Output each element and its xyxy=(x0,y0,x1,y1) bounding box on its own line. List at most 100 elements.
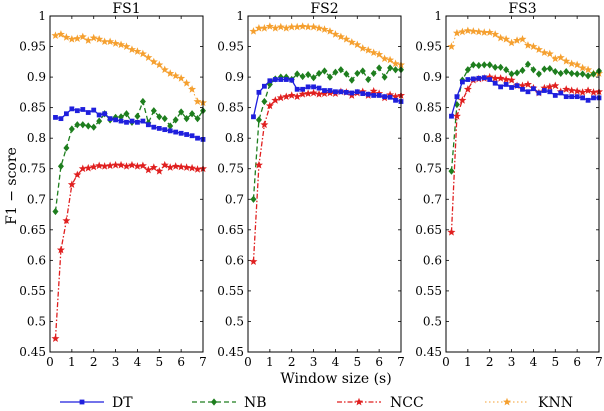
data-point-ncc xyxy=(463,85,472,93)
data-point-nb xyxy=(475,61,482,70)
data-point-dt xyxy=(459,79,465,85)
data-point-nb xyxy=(376,64,383,72)
y-tick-label: 0.55 xyxy=(217,284,244,298)
data-point-ncc xyxy=(496,74,505,82)
data-point-dt xyxy=(272,77,278,82)
data-point-knn xyxy=(62,33,71,41)
data-point-knn xyxy=(336,32,345,41)
legend-entry-nb: NB xyxy=(192,395,267,411)
data-point-ncc xyxy=(502,75,511,83)
data-point-knn xyxy=(320,25,329,33)
data-point-dt xyxy=(585,97,591,103)
data-point-nb xyxy=(139,97,146,106)
data-point-knn xyxy=(254,24,263,32)
data-point-knn xyxy=(469,27,478,35)
chart-panel-fs1: FS1 0.45 0.5 0.55 0.6 0.65 0.7 0.75 0.8 0.85 0.9 0.… xyxy=(19,1,207,369)
x-axis-title: Window size (s) xyxy=(280,371,391,387)
data-point-dt xyxy=(91,107,97,113)
data-point-knn xyxy=(182,79,191,87)
data-point-dt xyxy=(514,83,520,89)
data-point-dt xyxy=(509,85,514,90)
data-point-dt xyxy=(449,113,454,119)
data-point-nb xyxy=(250,195,257,203)
x-tick-label: 7 xyxy=(595,355,603,369)
data-point-dt xyxy=(118,118,124,124)
data-point-ncc xyxy=(386,90,395,99)
data-point-dt xyxy=(365,91,371,97)
data-point-dt xyxy=(371,93,377,98)
data-point-knn xyxy=(282,24,291,32)
data-point-dt xyxy=(189,133,195,139)
data-point-knn xyxy=(551,54,560,63)
plot-frame xyxy=(247,15,402,353)
data-point-dt xyxy=(145,122,151,128)
y-tick-label: 0.6 xyxy=(27,253,46,267)
data-point-ncc xyxy=(160,160,169,169)
data-point-ncc xyxy=(260,120,269,129)
data-point-dt xyxy=(184,132,190,137)
data-point-knn xyxy=(496,33,505,42)
y-tick-label: 0.65 xyxy=(217,223,244,237)
series-line-knn xyxy=(253,25,402,66)
data-point-nb xyxy=(321,67,328,75)
data-point-ncc xyxy=(540,83,549,92)
legend-marker xyxy=(211,398,217,406)
data-point-dt xyxy=(520,86,525,92)
data-point-dt xyxy=(80,107,86,112)
data-point-knn xyxy=(67,35,76,43)
data-point-ncc xyxy=(193,165,202,173)
data-point-nb xyxy=(261,97,268,106)
data-point-ncc xyxy=(304,89,313,97)
legend-marker xyxy=(79,399,85,405)
data-point-dt xyxy=(256,89,262,95)
data-point-dt xyxy=(563,94,569,100)
series-line-nb xyxy=(252,66,401,200)
plot-frame xyxy=(445,15,600,353)
data-point-knn xyxy=(111,39,120,47)
data-point-knn xyxy=(304,22,313,31)
data-point-nb xyxy=(546,64,553,73)
data-point-ncc xyxy=(447,228,456,236)
y-tick-label: 0.75 xyxy=(217,162,244,176)
x-tick-label: 0 xyxy=(244,355,252,369)
data-point-nb xyxy=(167,122,174,130)
y-tick-label: 0.9 xyxy=(423,70,442,84)
legend-marker xyxy=(355,397,363,406)
data-point-knn xyxy=(458,27,467,36)
x-tick-label: 1 xyxy=(266,355,274,369)
legend-entry-ncc: NCC xyxy=(337,395,424,411)
data-point-nb xyxy=(326,73,333,81)
y-tick-label: 0.6 xyxy=(423,253,442,267)
data-point-ncc xyxy=(89,162,98,171)
y-tick-label: 0.7 xyxy=(423,192,442,206)
chart-legend: DT NB NCC KNN xyxy=(60,395,573,411)
panel-title: FS1 xyxy=(112,1,140,17)
x-tick-label: 6 xyxy=(177,355,185,369)
data-point-ncc xyxy=(111,160,120,169)
y-tick-label: 0.95 xyxy=(19,40,46,54)
data-point-nb xyxy=(150,107,157,115)
data-point-ncc xyxy=(551,81,560,90)
data-point-dt xyxy=(465,77,471,82)
data-point-knn xyxy=(89,33,98,42)
data-point-ncc xyxy=(67,180,76,189)
data-point-dt xyxy=(151,124,157,130)
data-point-ncc xyxy=(287,91,296,99)
y-tick-label: 0.75 xyxy=(415,162,442,176)
data-point-dt xyxy=(333,89,338,95)
data-point-dt xyxy=(393,97,398,103)
y-tick-label: 0.65 xyxy=(415,223,442,237)
y-tick-label: 1 xyxy=(38,9,46,23)
data-point-ncc xyxy=(507,75,516,84)
y-tick-label: 1 xyxy=(236,9,244,23)
data-point-dt xyxy=(360,91,366,96)
data-point-knn xyxy=(293,22,302,31)
data-point-dt xyxy=(300,86,306,92)
legend-label: NCC xyxy=(390,395,424,411)
data-point-dt xyxy=(311,84,316,90)
data-point-nb xyxy=(90,123,97,131)
data-point-knn xyxy=(369,48,378,57)
data-point-dt xyxy=(574,94,580,100)
data-point-ncc xyxy=(309,88,318,97)
x-tick-label: 4 xyxy=(530,355,538,369)
